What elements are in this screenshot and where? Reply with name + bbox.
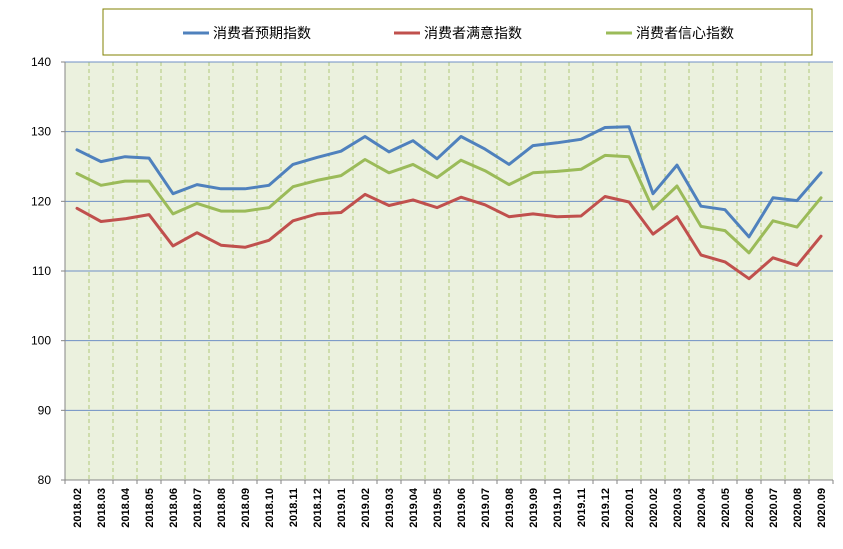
series-line xyxy=(75,192,823,281)
x-tick-label: 2019.04 xyxy=(408,487,420,528)
x-tick-label: 2019.08 xyxy=(504,488,516,528)
series-lines xyxy=(75,125,823,281)
x-tick-label: 2018.06 xyxy=(168,488,180,528)
legend-box xyxy=(102,8,813,56)
series-line xyxy=(75,153,823,255)
y-tick-label: 80 xyxy=(38,473,52,487)
series-line xyxy=(75,125,823,239)
y-tick-label: 100 xyxy=(31,334,51,348)
x-tick-label: 2019.11 xyxy=(576,488,588,527)
y-tick-label: 140 xyxy=(31,55,51,69)
x-tick-label: 2018.03 xyxy=(96,488,108,528)
legend-label: 消费者信心指数 xyxy=(636,26,734,42)
legend-label: 消费者预期指数 xyxy=(213,26,311,42)
x-tick-label: 2018.07 xyxy=(192,488,204,528)
x-tick-label: 2018.05 xyxy=(144,488,156,528)
x-tick-label: 2020.02 xyxy=(648,488,660,528)
legend: 消费者预期指数 消费者满意指数 消费者信心指数 xyxy=(183,25,734,42)
x-tick-label: 2020.09 xyxy=(816,488,828,528)
x-tick-label: 2018.11 xyxy=(288,488,300,527)
x-tick-label: 2018.10 xyxy=(264,488,276,528)
x-tick-label: 2020.06 xyxy=(744,488,756,528)
x-tick-label: 2019.09 xyxy=(528,488,540,528)
x-tick-label: 2019.02 xyxy=(360,488,372,528)
x-tick-label: 2018.12 xyxy=(312,488,324,528)
legend-label: 消费者满意指数 xyxy=(424,25,522,42)
x-tick-label: 2018.04 xyxy=(120,487,132,528)
x-tick-label: 2020.07 xyxy=(768,488,780,528)
x-tick-label: 2018.02 xyxy=(72,488,84,528)
y-tick-label: 130 xyxy=(31,125,51,139)
x-tick-label: 2019.12 xyxy=(600,488,612,528)
x-tick-label: 2020.05 xyxy=(720,488,732,528)
x-tick-label: 2018.09 xyxy=(240,488,252,528)
axes xyxy=(61,61,834,484)
x-tick-label: 2018.08 xyxy=(216,488,228,528)
x-tick-label: 2019.03 xyxy=(384,488,396,528)
y-tick-label: 90 xyxy=(38,403,52,417)
x-tick-label: 2020.04 xyxy=(696,487,708,528)
x-tick-labels: 2018.02 2018.03 2018.04 2018.05 2018.06 2018.… xyxy=(72,487,828,528)
x-tick-label: 2019.01 xyxy=(336,488,348,528)
x-tick-label: 2019.07 xyxy=(480,488,492,528)
x-tick-label: 2020.08 xyxy=(792,488,804,528)
x-tick-label: 2020.01 xyxy=(624,488,636,528)
y-tick-label: 120 xyxy=(31,194,51,208)
x-tick-label: 2019.05 xyxy=(432,488,444,528)
x-tick-label: 2020.03 xyxy=(672,488,684,528)
x-tick-label: 2019.06 xyxy=(456,488,468,528)
x-tick-label: 2019.10 xyxy=(552,488,564,528)
y-tick-labels: 80 90 100 110 120 130 140 xyxy=(31,55,51,487)
y-tick-label: 110 xyxy=(32,264,51,278)
